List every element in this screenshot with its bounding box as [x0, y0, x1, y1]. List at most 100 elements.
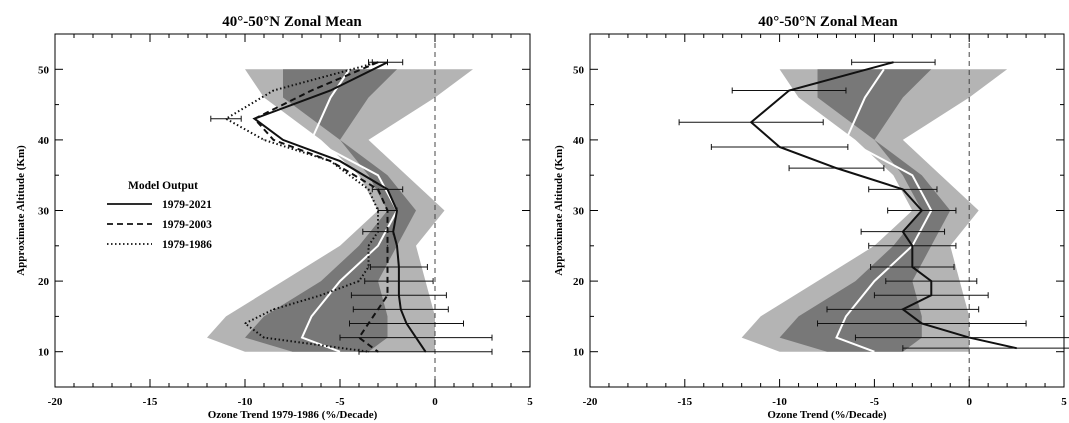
data-point: [329, 160, 332, 162]
data-point: [750, 121, 752, 123]
y-tick-label: 20: [38, 276, 50, 288]
data-point: [358, 280, 360, 282]
data-point: [367, 188, 370, 190]
legend-entry-label: 1979-2003: [162, 219, 212, 231]
data-point: [358, 336, 360, 339]
data-point: [377, 231, 379, 233]
legend-entry-label: 1979-1986: [162, 239, 212, 251]
left-chart-panel: -20 -15 -10 -5 0 5 10 20 30 40 50 40°-50°N Zonal Me…: [15, 14, 533, 421]
y-tick-label: 40: [573, 135, 585, 147]
data-point: [902, 188, 904, 190]
data-point: [1016, 347, 1018, 349]
data-point: [377, 188, 379, 190]
series-line: [749, 61, 1017, 350]
data-point: [282, 139, 284, 141]
data-point: [272, 308, 275, 310]
legend: Model Output 1979-2021 1979-2003 1979-1986: [107, 180, 212, 251]
data-point: [788, 89, 790, 92]
x-axis-label: Ozone Trend 1979-1986 (%/Decade): [208, 409, 378, 421]
data-point: [386, 245, 389, 247]
series-line: [223, 61, 379, 353]
right-chart-panel: -20 -15 -10 -5 0 5 10 20 30 40 50 40°-50°N Zonal Me…: [553, 14, 1069, 421]
data-point: [253, 118, 256, 120]
chart-title: 40°-50°N Zonal Mean: [222, 14, 362, 30]
x-tick-label: -15: [677, 396, 692, 408]
data-point: [921, 209, 923, 212]
data-point: [405, 322, 408, 325]
data-point: [386, 280, 389, 282]
data-point: [272, 89, 275, 92]
x-tick-label: -5: [335, 396, 345, 408]
data-point: [400, 308, 402, 310]
data-point: [377, 351, 379, 353]
y-tick-label: 10: [573, 347, 585, 359]
data-point: [902, 308, 904, 310]
data-point: [263, 139, 265, 141]
data-point: [367, 351, 370, 353]
x-tick-label: 0: [966, 396, 972, 408]
data-point: [386, 209, 389, 212]
data-point: [386, 294, 389, 296]
y-axis-label: Approximate Altitude (Km): [15, 145, 27, 276]
data-point: [398, 266, 400, 268]
x-tick-label: -15: [143, 396, 158, 408]
y-axis-label: Approximate Altitude (Km): [553, 145, 565, 276]
legend-entry-label: 1979-2021: [162, 199, 212, 211]
data-point: [424, 351, 427, 353]
x-tick-label: -5: [870, 396, 880, 408]
data-point: [398, 280, 400, 282]
y-tick-label: 30: [38, 206, 50, 218]
legend-title: Model Output: [128, 180, 198, 192]
y-tick-label: 40: [38, 135, 50, 147]
data-point: [225, 118, 227, 120]
data-point: [386, 188, 389, 190]
data-point: [930, 294, 932, 296]
data-point: [921, 322, 923, 325]
y-tick-label: 50: [38, 64, 50, 76]
data-point: [377, 209, 379, 212]
data-point: [911, 266, 913, 268]
x-tick-label: 5: [1061, 396, 1067, 408]
x-tick-label: 0: [432, 396, 438, 408]
data-point: [272, 139, 275, 141]
data-point: [367, 245, 370, 247]
data-point: [367, 266, 370, 268]
data-point: [386, 266, 389, 268]
data-point: [329, 89, 332, 92]
x-axis-label: Ozone Trend (%/Decade): [767, 409, 886, 421]
x-tick-label: 5: [527, 396, 533, 408]
x-tick-label: -20: [583, 396, 598, 408]
data-point: [930, 280, 932, 282]
chart-title: 40°-50°N Zonal Mean: [758, 14, 898, 30]
y-tick-label: 10: [38, 347, 50, 359]
data-point: [339, 160, 341, 162]
data-point: [902, 231, 904, 233]
data-point: [396, 245, 398, 247]
y-tick-label: 50: [573, 64, 585, 76]
data-point: [892, 61, 894, 63]
series-model-0: [678, 59, 1069, 352]
y-tick-label: 30: [573, 206, 585, 218]
y-tick-label: 20: [573, 276, 585, 288]
x-tick-label: -10: [238, 396, 253, 408]
data-point: [244, 322, 246, 325]
series-line: [252, 61, 389, 353]
data-point: [263, 336, 265, 339]
data-point: [911, 245, 913, 247]
x-tick-label: -20: [48, 396, 63, 408]
data-point: [398, 294, 400, 296]
band-mean-line: [835, 68, 933, 353]
series-line: [252, 61, 427, 353]
data-point: [968, 336, 970, 339]
x-tick-label: -10: [772, 396, 787, 408]
data-point: [415, 336, 417, 339]
data-point: [779, 146, 781, 148]
series-1979-1986: [210, 61, 394, 353]
data-point: [377, 308, 379, 310]
data-point: [835, 167, 838, 169]
data-point: [320, 294, 322, 296]
data-point: [377, 61, 379, 63]
series-1979-2021: [252, 59, 493, 355]
data-point: [310, 89, 313, 92]
